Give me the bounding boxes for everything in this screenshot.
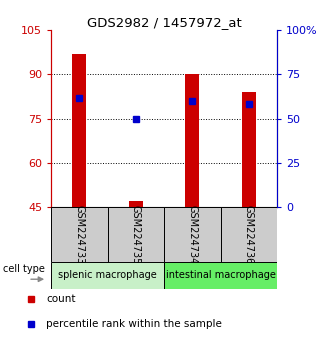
Text: cell type: cell type xyxy=(3,264,45,274)
Text: intestinal macrophage: intestinal macrophage xyxy=(166,270,276,280)
Bar xyxy=(129,201,143,207)
Text: GSM224735: GSM224735 xyxy=(131,205,141,264)
Bar xyxy=(164,262,277,289)
Bar xyxy=(221,207,277,262)
Title: GDS2982 / 1457972_at: GDS2982 / 1457972_at xyxy=(87,16,242,29)
Bar xyxy=(185,74,200,207)
Bar xyxy=(51,207,108,262)
Text: percentile rank within the sample: percentile rank within the sample xyxy=(46,319,222,330)
Bar xyxy=(242,92,256,207)
Text: GSM224736: GSM224736 xyxy=(244,205,254,264)
Text: count: count xyxy=(46,293,76,304)
Text: splenic macrophage: splenic macrophage xyxy=(58,270,157,280)
Text: GSM224733: GSM224733 xyxy=(74,205,84,264)
Bar xyxy=(164,207,221,262)
Bar xyxy=(51,262,164,289)
Bar xyxy=(108,207,164,262)
Text: GSM224734: GSM224734 xyxy=(187,205,197,264)
Bar xyxy=(72,54,86,207)
